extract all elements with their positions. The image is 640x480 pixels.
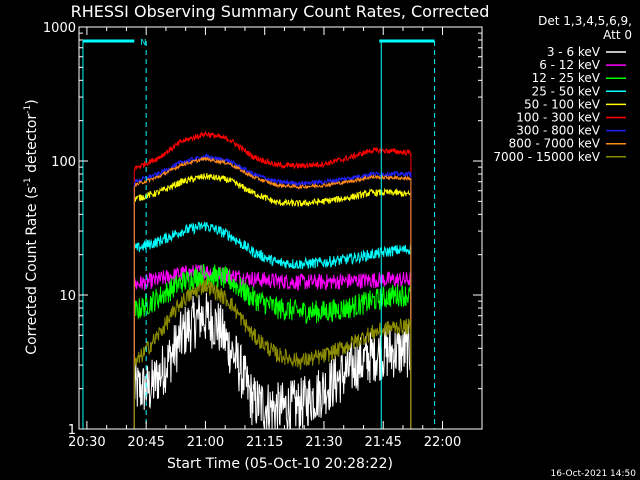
legend-label-3: 12 - 25 keV — [532, 71, 601, 85]
series-line-1 — [133, 292, 412, 430]
series-line-9 — [133, 278, 412, 429]
legend-label-2: 6 - 12 keV — [539, 58, 601, 72]
legend-label-8: 800 - 7000 keV — [509, 137, 601, 151]
legend-label-1: 3 - 6 keV — [547, 45, 601, 59]
y-tick-label: 1000 — [43, 21, 76, 36]
legend-header-line1: Det 1,3,4,5,6,9, — [538, 14, 632, 28]
legend-label-6: 100 - 300 keV — [516, 111, 600, 125]
y-axis-label-mid: detector — [24, 114, 40, 178]
plot-area — [133, 130, 412, 430]
legend-label-7: 300 - 800 keV — [516, 124, 600, 138]
series-line-7 — [133, 152, 412, 429]
x-tick-label: 21:45 — [364, 435, 401, 450]
y-axis-label: Corrected Count Rate (s-1 detector-1) — [23, 99, 40, 354]
x-tick-label: 20:30 — [68, 435, 105, 450]
y-axis-label-sup1: -1 — [23, 177, 33, 186]
y-tick-label: 1 — [68, 423, 76, 438]
observing-bar-label: N — [140, 38, 146, 47]
legend-header-line2: Att 0 — [603, 28, 632, 42]
timestamp: 16-Oct-2021 14:50 — [551, 469, 637, 479]
series-line-6 — [133, 130, 412, 429]
y-tick-label: 10 — [59, 289, 76, 304]
legend-label-5: 50 - 100 keV — [524, 97, 601, 111]
x-tick-label: 22:00 — [424, 435, 461, 450]
y-axis-label-main: Corrected Count Rate (s — [24, 186, 40, 354]
x-axis-label: Start Time (05-Oct-10 20:28:22) — [167, 456, 393, 472]
series-line-4 — [133, 221, 412, 429]
y-tick-label: 100 — [51, 155, 76, 170]
legend-label-9: 7000 - 15000 keV — [493, 150, 600, 164]
x-tick-label: 21:00 — [187, 435, 224, 450]
series-line-5 — [133, 173, 412, 429]
axes: 20:30 20:45 21:00 21:15 21:30 21:45 22:00 1 10 10… — [43, 21, 483, 450]
legend-label-4: 25 - 50 keV — [532, 84, 601, 98]
series-line-2 — [133, 264, 412, 429]
series-line-8 — [133, 156, 412, 429]
plot-frame — [78, 26, 483, 430]
observing-annotations: N — [82, 38, 436, 429]
chart-title: RHESSI Observing Summary Count Rates, Co… — [71, 2, 490, 21]
x-tick-label: 21:30 — [305, 435, 342, 450]
y-axis-label-end: ) — [24, 99, 40, 104]
series-line-3 — [133, 263, 412, 429]
x-tick-label: 21:15 — [246, 435, 283, 450]
x-tick-label: 20:45 — [127, 435, 164, 450]
y-axis-label-sup2: -1 — [23, 105, 33, 114]
